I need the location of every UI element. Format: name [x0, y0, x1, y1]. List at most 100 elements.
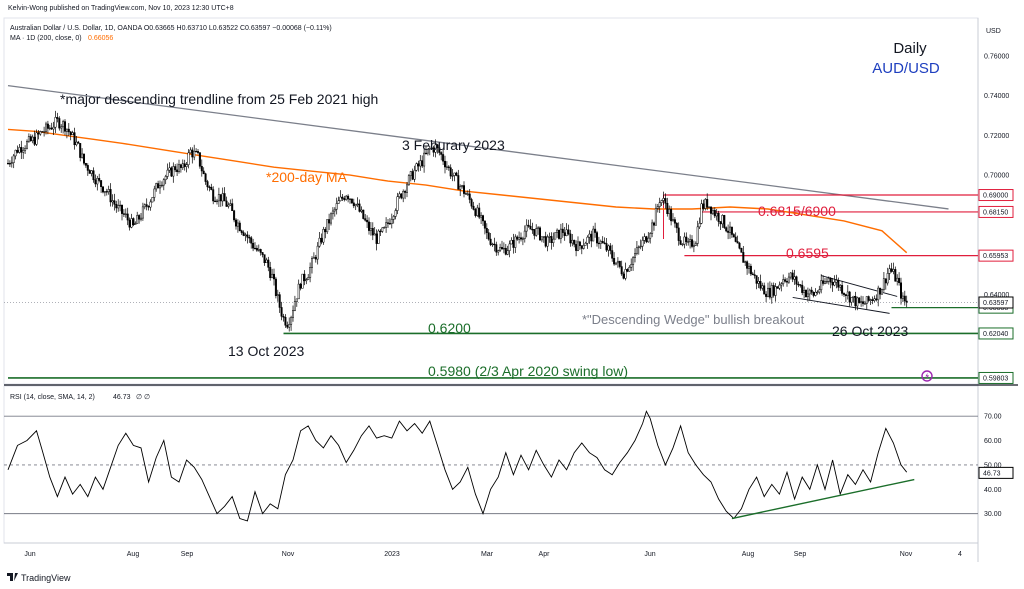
price-tick-label: 0.74000	[984, 93, 1009, 100]
candle-body	[94, 179, 97, 185]
candle-body	[62, 121, 65, 128]
candle-body	[14, 149, 17, 157]
candle-body	[848, 291, 851, 303]
candle-body	[806, 293, 809, 298]
candle-body	[195, 150, 198, 153]
candle-body	[396, 196, 399, 211]
candle-body	[704, 199, 707, 209]
candle-body	[140, 217, 142, 220]
candle-body	[303, 273, 306, 282]
candle-body	[729, 226, 731, 233]
candle-body	[162, 179, 165, 186]
candle-body	[284, 317, 287, 326]
candle-body	[290, 317, 293, 325]
candle-body	[276, 294, 279, 296]
candle-body	[263, 254, 266, 264]
candle-body	[86, 165, 89, 171]
candle-body	[717, 213, 720, 222]
candle-body	[274, 278, 277, 296]
candle-body	[767, 287, 769, 297]
candle-body	[214, 200, 217, 203]
ma-layer	[7, 128, 908, 254]
candle-body	[242, 232, 245, 236]
time-tick-label: Mar	[481, 551, 494, 558]
candle-body	[440, 152, 443, 155]
candle-body	[100, 180, 103, 188]
candle-body	[210, 186, 213, 190]
candle-body	[768, 287, 771, 298]
candle-body	[434, 144, 437, 153]
candle-body	[164, 176, 167, 181]
candle-body	[841, 285, 844, 294]
candle-body	[233, 210, 236, 221]
candle-body	[601, 240, 604, 244]
candle-body	[596, 232, 598, 244]
rsi-tick-label: 30.00	[984, 511, 1002, 518]
candle-body	[837, 279, 840, 288]
candle-body	[45, 123, 47, 132]
candle-body	[812, 292, 815, 296]
tradingview-logo	[7, 573, 18, 581]
candle-body	[734, 236, 737, 242]
candle-body	[818, 289, 821, 293]
candle-body	[578, 241, 581, 246]
candle-body	[715, 213, 718, 217]
candle-body	[73, 132, 76, 146]
rsi-value-box	[978, 466, 1014, 479]
candle-body	[668, 209, 671, 214]
candle-body	[641, 240, 644, 247]
candle-body	[352, 202, 355, 207]
candle-body	[330, 213, 332, 224]
candle-body	[470, 199, 473, 207]
candle-body	[356, 203, 359, 205]
candle-body	[409, 171, 412, 176]
candle-body	[795, 276, 798, 285]
rsi-tick-label: 70.00	[984, 414, 1002, 421]
candle-body	[778, 284, 781, 289]
candle-body	[121, 204, 123, 214]
candle-body	[320, 237, 323, 243]
candle-body	[620, 266, 623, 275]
candle-body	[75, 141, 78, 146]
candle-body	[723, 215, 726, 228]
candle-body	[77, 141, 80, 144]
candle-body	[187, 152, 190, 165]
candle-body	[425, 152, 427, 155]
candle-body	[867, 296, 870, 301]
time-tick-label: 2023	[384, 551, 400, 558]
candle-body	[341, 196, 344, 199]
candle-body	[540, 236, 543, 241]
candle-body	[710, 206, 712, 214]
candle-body	[797, 283, 800, 286]
candle-body	[404, 191, 407, 193]
candle-body	[708, 206, 711, 208]
candle-body	[831, 281, 834, 286]
candle-body	[447, 166, 450, 168]
candle-body	[850, 297, 853, 303]
annotation-wedge: *"Descending Wedge" bullish breakout	[582, 312, 805, 327]
candle-body	[31, 136, 34, 142]
candle-body	[212, 189, 215, 202]
candle-body	[16, 149, 19, 153]
alert-icon[interactable]	[921, 370, 933, 382]
candle-body	[643, 236, 646, 241]
candle-body	[727, 230, 730, 233]
candle-body	[39, 131, 42, 135]
candle-body	[438, 147, 441, 153]
candle-body	[759, 281, 762, 289]
candle-body	[463, 185, 465, 194]
candle-body	[185, 164, 188, 167]
major-descending-trendline	[7, 84, 949, 210]
candle-body	[662, 198, 665, 201]
annotation-ma200: *200-day MA	[266, 169, 348, 185]
rsi-legend-value: 46.73	[113, 394, 131, 401]
candle-body	[738, 242, 741, 249]
candle-body	[822, 280, 825, 284]
candle-body	[432, 147, 435, 153]
price-tick-label: 0.70000	[984, 173, 1009, 180]
candle-body	[554, 232, 557, 240]
candle-body	[98, 178, 101, 181]
annotation-5980: 0.5980 (2/3 Apr 2020 swing low)	[428, 363, 628, 379]
candle-body	[381, 227, 384, 232]
price-level-label: 0.62040	[983, 331, 1008, 338]
